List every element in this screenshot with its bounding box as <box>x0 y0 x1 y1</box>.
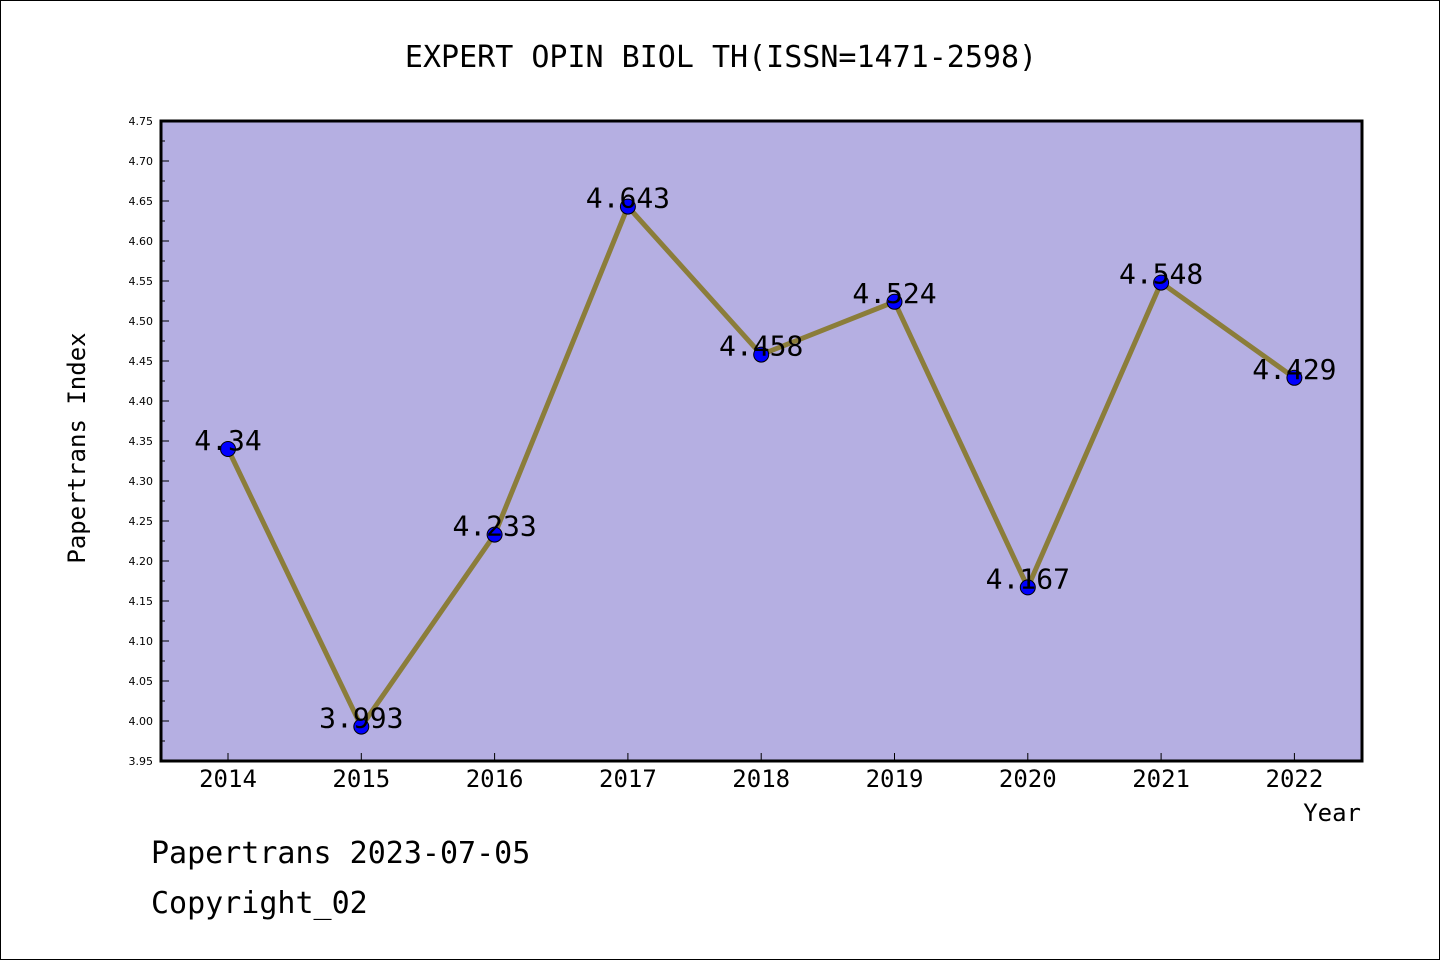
y-tick-label: 4.40 <box>129 395 154 408</box>
data-point <box>220 441 236 457</box>
y-tick-label: 4.55 <box>129 275 154 288</box>
data-label: 3.993 <box>319 702 403 735</box>
y-tick-label: 4.10 <box>129 635 154 648</box>
data-point <box>486 526 503 543</box>
x-axis: 2014 2015 2016 2017 2018 2019 2020 2021 2022 <box>199 753 1323 793</box>
data-label: 4.643 <box>586 182 670 215</box>
data-label: 4.167 <box>986 562 1070 595</box>
x-axis-label: Year <box>1303 799 1361 827</box>
y-tick-label: 4.35 <box>129 435 154 448</box>
data-point <box>619 198 636 215</box>
data-point <box>1153 274 1170 291</box>
x-tick-label: 2022 <box>1266 765 1324 793</box>
x-tick-label: 2018 <box>732 765 790 793</box>
y-tick-label: 4.00 <box>129 715 154 728</box>
y-tick-label: 4.25 <box>129 515 154 528</box>
data-labels: 4.34 3.993 4.233 4.643 4.458 4.524 4.167 4.548 4… <box>194 182 1336 735</box>
y-tick-label: 4.75 <box>129 115 154 128</box>
plot-area <box>159 119 1364 763</box>
footer-copyright: Copyright_02 <box>151 886 368 921</box>
x-tick-label: 2020 <box>999 765 1057 793</box>
data-label: 4.233 <box>452 510 536 543</box>
y-tick-label: 4.20 <box>129 555 154 568</box>
y-tick-label: 4.70 <box>129 155 154 168</box>
y-tick-label: 4.05 <box>129 675 154 688</box>
data-label: 4.524 <box>852 277 936 310</box>
y-tick-label: 4.65 <box>129 195 154 208</box>
y-tick-label: 4.60 <box>129 235 154 248</box>
data-point <box>353 718 370 735</box>
y-tick-label: 4.15 <box>129 595 154 608</box>
y-tick-label: 3.95 <box>129 755 154 768</box>
x-tick-label: 2016 <box>466 765 524 793</box>
x-tick-label: 2017 <box>599 765 657 793</box>
x-tick-label: 2014 <box>199 765 257 793</box>
data-point <box>753 346 770 363</box>
y-axis: 3.95 4.00 4.05 4.10 4.15 4.20 4.25 4.30 4.35 4.40… <box>129 115 169 768</box>
x-tick-label: 2015 <box>332 765 390 793</box>
series <box>220 198 1303 735</box>
chart-title: EXPERT OPIN BIOL TH(ISSN=1471-2598) <box>405 40 1037 75</box>
data-point <box>886 293 903 310</box>
y-tick-label: 4.30 <box>129 475 154 488</box>
x-tick-label: 2019 <box>866 765 924 793</box>
data-point <box>1019 579 1036 596</box>
x-tick-label: 2021 <box>1132 765 1190 793</box>
data-point <box>1286 369 1303 386</box>
y-tick-label: 4.45 <box>129 355 154 368</box>
y-tick-label: 4.50 <box>129 315 154 328</box>
data-label: 4.34 <box>194 424 261 457</box>
footer-date: Papertrans 2023-07-05 <box>151 836 531 871</box>
data-label: 4.458 <box>719 330 803 363</box>
y-axis-label: Papertrans Index <box>63 332 91 563</box>
data-label: 4.429 <box>1252 353 1336 386</box>
data-label: 4.548 <box>1119 258 1203 291</box>
